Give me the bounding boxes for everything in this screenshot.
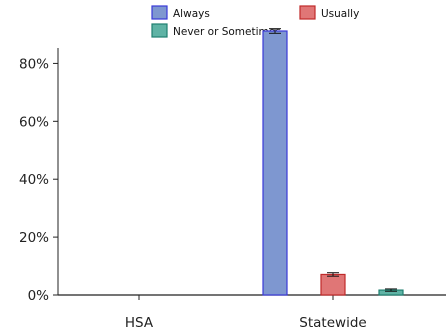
- x-tick-label: Statewide: [299, 315, 366, 331]
- y-tick-label: 0%: [28, 288, 50, 304]
- legend: Always Usually Never or Sometimes: [151, 5, 359, 38]
- y-tick-label: 60%: [19, 114, 49, 130]
- bars: [262, 28, 404, 296]
- x-tick-label: HSA: [125, 315, 154, 331]
- bar-usually: [320, 273, 346, 296]
- y-tick-label: 80%: [19, 56, 49, 72]
- y-tick-label: 40%: [19, 172, 49, 188]
- legend-swatch: [151, 23, 168, 38]
- legend-label: Never or Sometimes: [173, 26, 281, 38]
- axes: 0% 20% 40% 60% 80% HSA Statewide: [19, 48, 446, 331]
- legend-swatch: [151, 5, 168, 20]
- legend-label: Usually: [321, 8, 359, 20]
- legend-swatch: [299, 5, 316, 20]
- bar-always: [262, 30, 288, 296]
- y-tick-label: 20%: [19, 230, 49, 246]
- legend-label: Always: [173, 8, 210, 20]
